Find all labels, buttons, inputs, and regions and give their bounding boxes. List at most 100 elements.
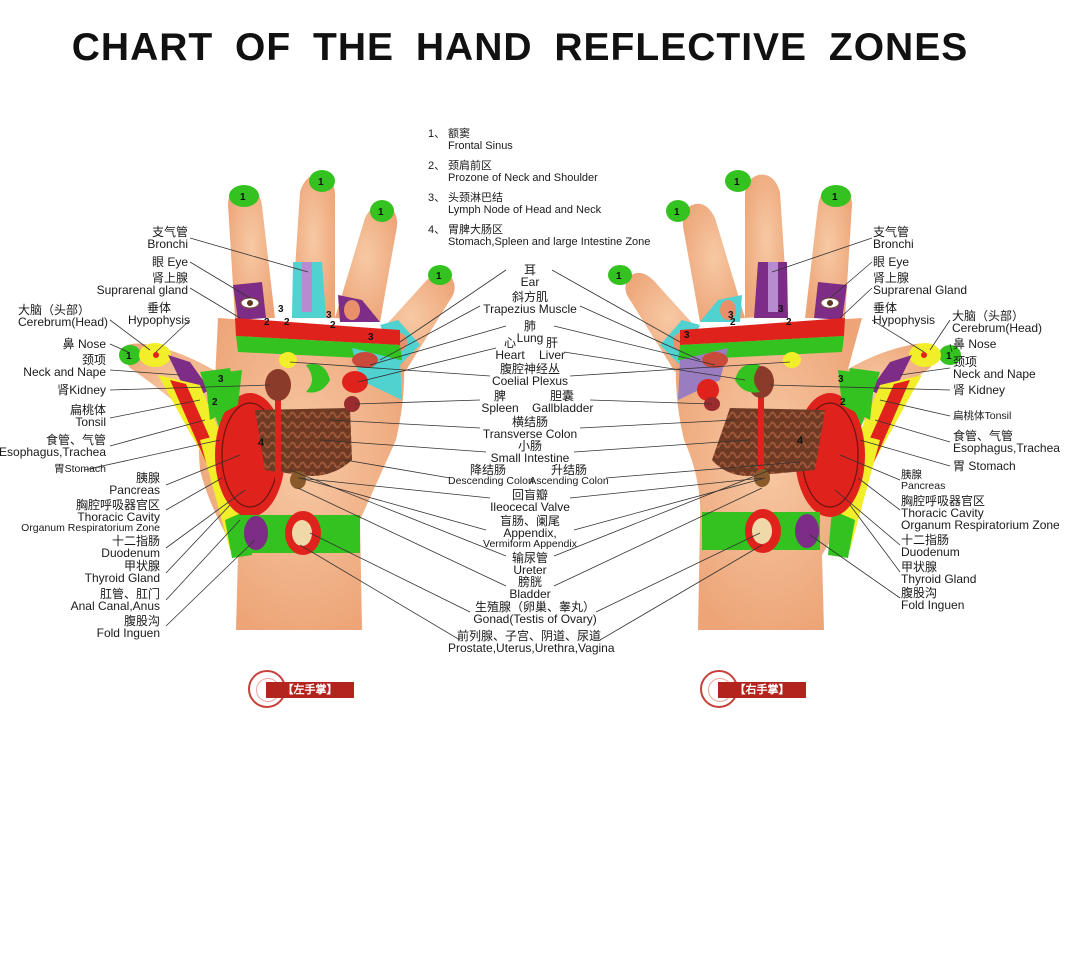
left-inguen-zone [244, 516, 268, 550]
label-cn: 肺 [523, 319, 536, 333]
leader-line [553, 325, 716, 366]
label-en: Esophagus,Trachea [953, 441, 1060, 455]
leader-line [329, 419, 481, 429]
leader-line [109, 419, 206, 447]
zone-number-mark: 2 [330, 320, 336, 331]
leader-line [551, 269, 681, 343]
label-cn: 支气管 [873, 225, 910, 239]
label-en: Trapezius Muscle [483, 302, 577, 316]
label-ear: 耳 Ear [480, 264, 580, 288]
label-cn: 颈项 [81, 353, 106, 367]
zone-number-mark: 3 [778, 304, 784, 315]
right-thumb-zone1 [939, 345, 961, 365]
legend-number: 2、 [428, 160, 446, 172]
right-middle-tip-zone [725, 170, 751, 192]
label-right-thyroid: 甲状腺 Thyroid Gland [901, 561, 976, 585]
label-ureter: 输尿管 Ureter [480, 552, 580, 576]
label-left-neck: 颈项 Neck and Nape [23, 354, 106, 378]
zone-number-mark: 1 [832, 192, 838, 203]
zone-number-mark: 2 [840, 397, 846, 408]
left-bladder-icon [290, 471, 306, 489]
leader-line [289, 469, 507, 557]
zone-number-mark: 2 [284, 317, 290, 328]
left-ear-icon [344, 300, 360, 320]
right-heart-zone [697, 379, 719, 401]
label-en: Bronchi [147, 237, 188, 251]
zone-number-mark: 3 [278, 304, 284, 315]
left-index-tip-zone [229, 185, 259, 207]
right-ring-tip-zone [666, 200, 690, 222]
leader-line [859, 439, 951, 467]
label-trapezius: 斜方肌 Trapezius Muscle [460, 291, 600, 315]
right-inguen-zone [795, 514, 819, 548]
label-en: Pancreas [901, 480, 946, 492]
legend-chinese: 头颈淋巴结 [448, 192, 503, 204]
legend-english: Stomach,Spleen and large Intestine Zone [448, 236, 651, 248]
leader-line [849, 504, 901, 573]
leader-line [929, 319, 951, 351]
label-en: Suprarenal gland [96, 283, 188, 297]
legend-english: Frontal Sinus [448, 140, 513, 152]
label-cn: 胃 [953, 459, 966, 473]
label-left-thyroid: 甲状腺 Thyroid Gland [85, 560, 160, 584]
label-right-eye: 眼 Eye [873, 256, 909, 268]
label-gallbladder: 胆囊 Gallbladder [532, 390, 593, 414]
left-intestine-area [255, 408, 352, 476]
label-cn: 眼 [873, 255, 886, 269]
right-coelial-zone [783, 352, 801, 368]
zone-number-mark: 2 [264, 317, 270, 328]
label-en: Thoracic Cavity [901, 506, 984, 520]
label-cn: 大脑（头部） [18, 303, 91, 317]
label-gonad: 生殖腺（卵巢、睾丸） Gonad(Testis of Ovary) [455, 601, 615, 625]
right-liver-zone [735, 364, 760, 393]
label-en: Ileocecal Valve [490, 500, 570, 514]
leader-line [573, 439, 751, 453]
label-en: Vermiform Appendix [483, 538, 577, 550]
label-cn: 盲肠、阑尾 [499, 514, 560, 528]
label-en: Hypophysis [873, 313, 936, 327]
label-en: Lung [516, 331, 544, 345]
label-en: Pancreas [109, 483, 160, 497]
leader-line [829, 261, 873, 299]
leader-line [297, 477, 491, 499]
zone-number-mark: 1 [318, 177, 324, 188]
legend-english: Prozone of Neck and Shoulder [448, 172, 598, 184]
zone-number-mark: 4 [797, 435, 804, 447]
zone-number-mark: 3 [728, 310, 734, 321]
label-right-bronchi: 支气管 Bronchi [873, 226, 914, 250]
label-cn: 支气管 [151, 225, 188, 239]
label-left-inguen: 腹股沟 Fold Inguen [97, 615, 160, 639]
left-middle-tip-zone [309, 170, 335, 192]
label-cn: 大脑（头部） [952, 309, 1025, 323]
label-en: Tonsil [984, 410, 1012, 422]
label-cn: 肾上腺 [873, 271, 910, 285]
zone-number-mark: 1 [674, 207, 680, 218]
label-cn: 十二指肠 [111, 534, 160, 548]
right-palm-stamp: 【右手掌】 [700, 670, 810, 710]
zone-legend: 1、 额窦 Frontal Sinus 2、 颈肩前区 Prozone of Nec… [428, 128, 650, 256]
label-en: Organum Respiratorium Zone [901, 518, 1060, 532]
zone-number-mark: 4 [258, 437, 265, 449]
label-cn: 鼻 [62, 337, 75, 351]
zone-number-mark: 1 [616, 271, 622, 282]
label-left-eye: 眼 Eye [152, 256, 188, 268]
leader-line [573, 477, 766, 531]
leader-line [771, 237, 873, 273]
label-left-esophagus: 食管、气管 Esophagus,Trachea [0, 434, 106, 458]
leader-line [553, 487, 763, 587]
label-cn: 脾 [493, 389, 506, 403]
label-left-pancreas: 胰腺 Pancreas [109, 472, 160, 496]
label-cn: 甲状腺 [123, 559, 160, 573]
label-ileocecal: 回盲瓣 Ileocecal Valve [470, 489, 590, 513]
zone-number-marks: 1 1 1 1 1 1 1 1 1 1 2 2 2 2 2 2 2 3 3 3 … [126, 177, 952, 449]
label-cn: 鼻 [953, 337, 966, 351]
zone-number-mark: 1 [240, 192, 246, 203]
left-hypophysis-dot [153, 352, 159, 358]
left-coelial-zone [279, 352, 297, 368]
leader-line [579, 419, 736, 429]
label-en: Kidney [968, 383, 1006, 397]
label-cn: 升结肠 [550, 463, 587, 477]
label-right-duodenum: 十二指肠 Duodenum [901, 534, 960, 558]
